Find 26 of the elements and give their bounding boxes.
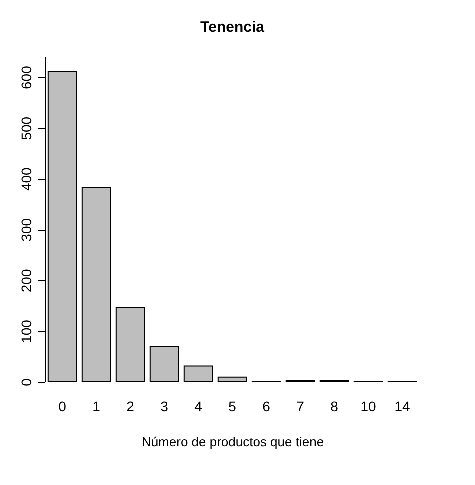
y-tick-label: 300 (18, 218, 34, 242)
x-tick-label: 14 (394, 398, 410, 414)
bar (184, 366, 214, 382)
x-tick-label: 0 (58, 398, 67, 414)
bar (82, 188, 112, 382)
x-tick-label: 4 (194, 398, 203, 414)
y-tick-label: 100 (18, 320, 34, 344)
x-tick-label: 7 (296, 398, 305, 414)
x-tick-label: 2 (126, 398, 135, 414)
y-tick-label: 500 (18, 116, 34, 140)
y-tick-label: 200 (18, 269, 34, 293)
x-tick-label: 10 (360, 398, 376, 414)
y-tick-label: 0 (18, 378, 34, 386)
x-tick-label: 5 (228, 398, 237, 414)
y-tick-label: 400 (18, 167, 34, 192)
x-axis-title: Número de productos que tiene (142, 434, 324, 450)
bar (48, 71, 78, 382)
chart-title: Tenencia (200, 19, 266, 36)
bar (116, 307, 146, 382)
x-tick-label: 1 (92, 398, 101, 414)
y-tick-label: 600 (18, 66, 34, 90)
x-tick-label: 6 (262, 398, 271, 414)
x-tick-label: 3 (160, 398, 169, 414)
bar (150, 346, 180, 382)
x-tick-label: 8 (330, 398, 339, 414)
bar (218, 376, 248, 382)
